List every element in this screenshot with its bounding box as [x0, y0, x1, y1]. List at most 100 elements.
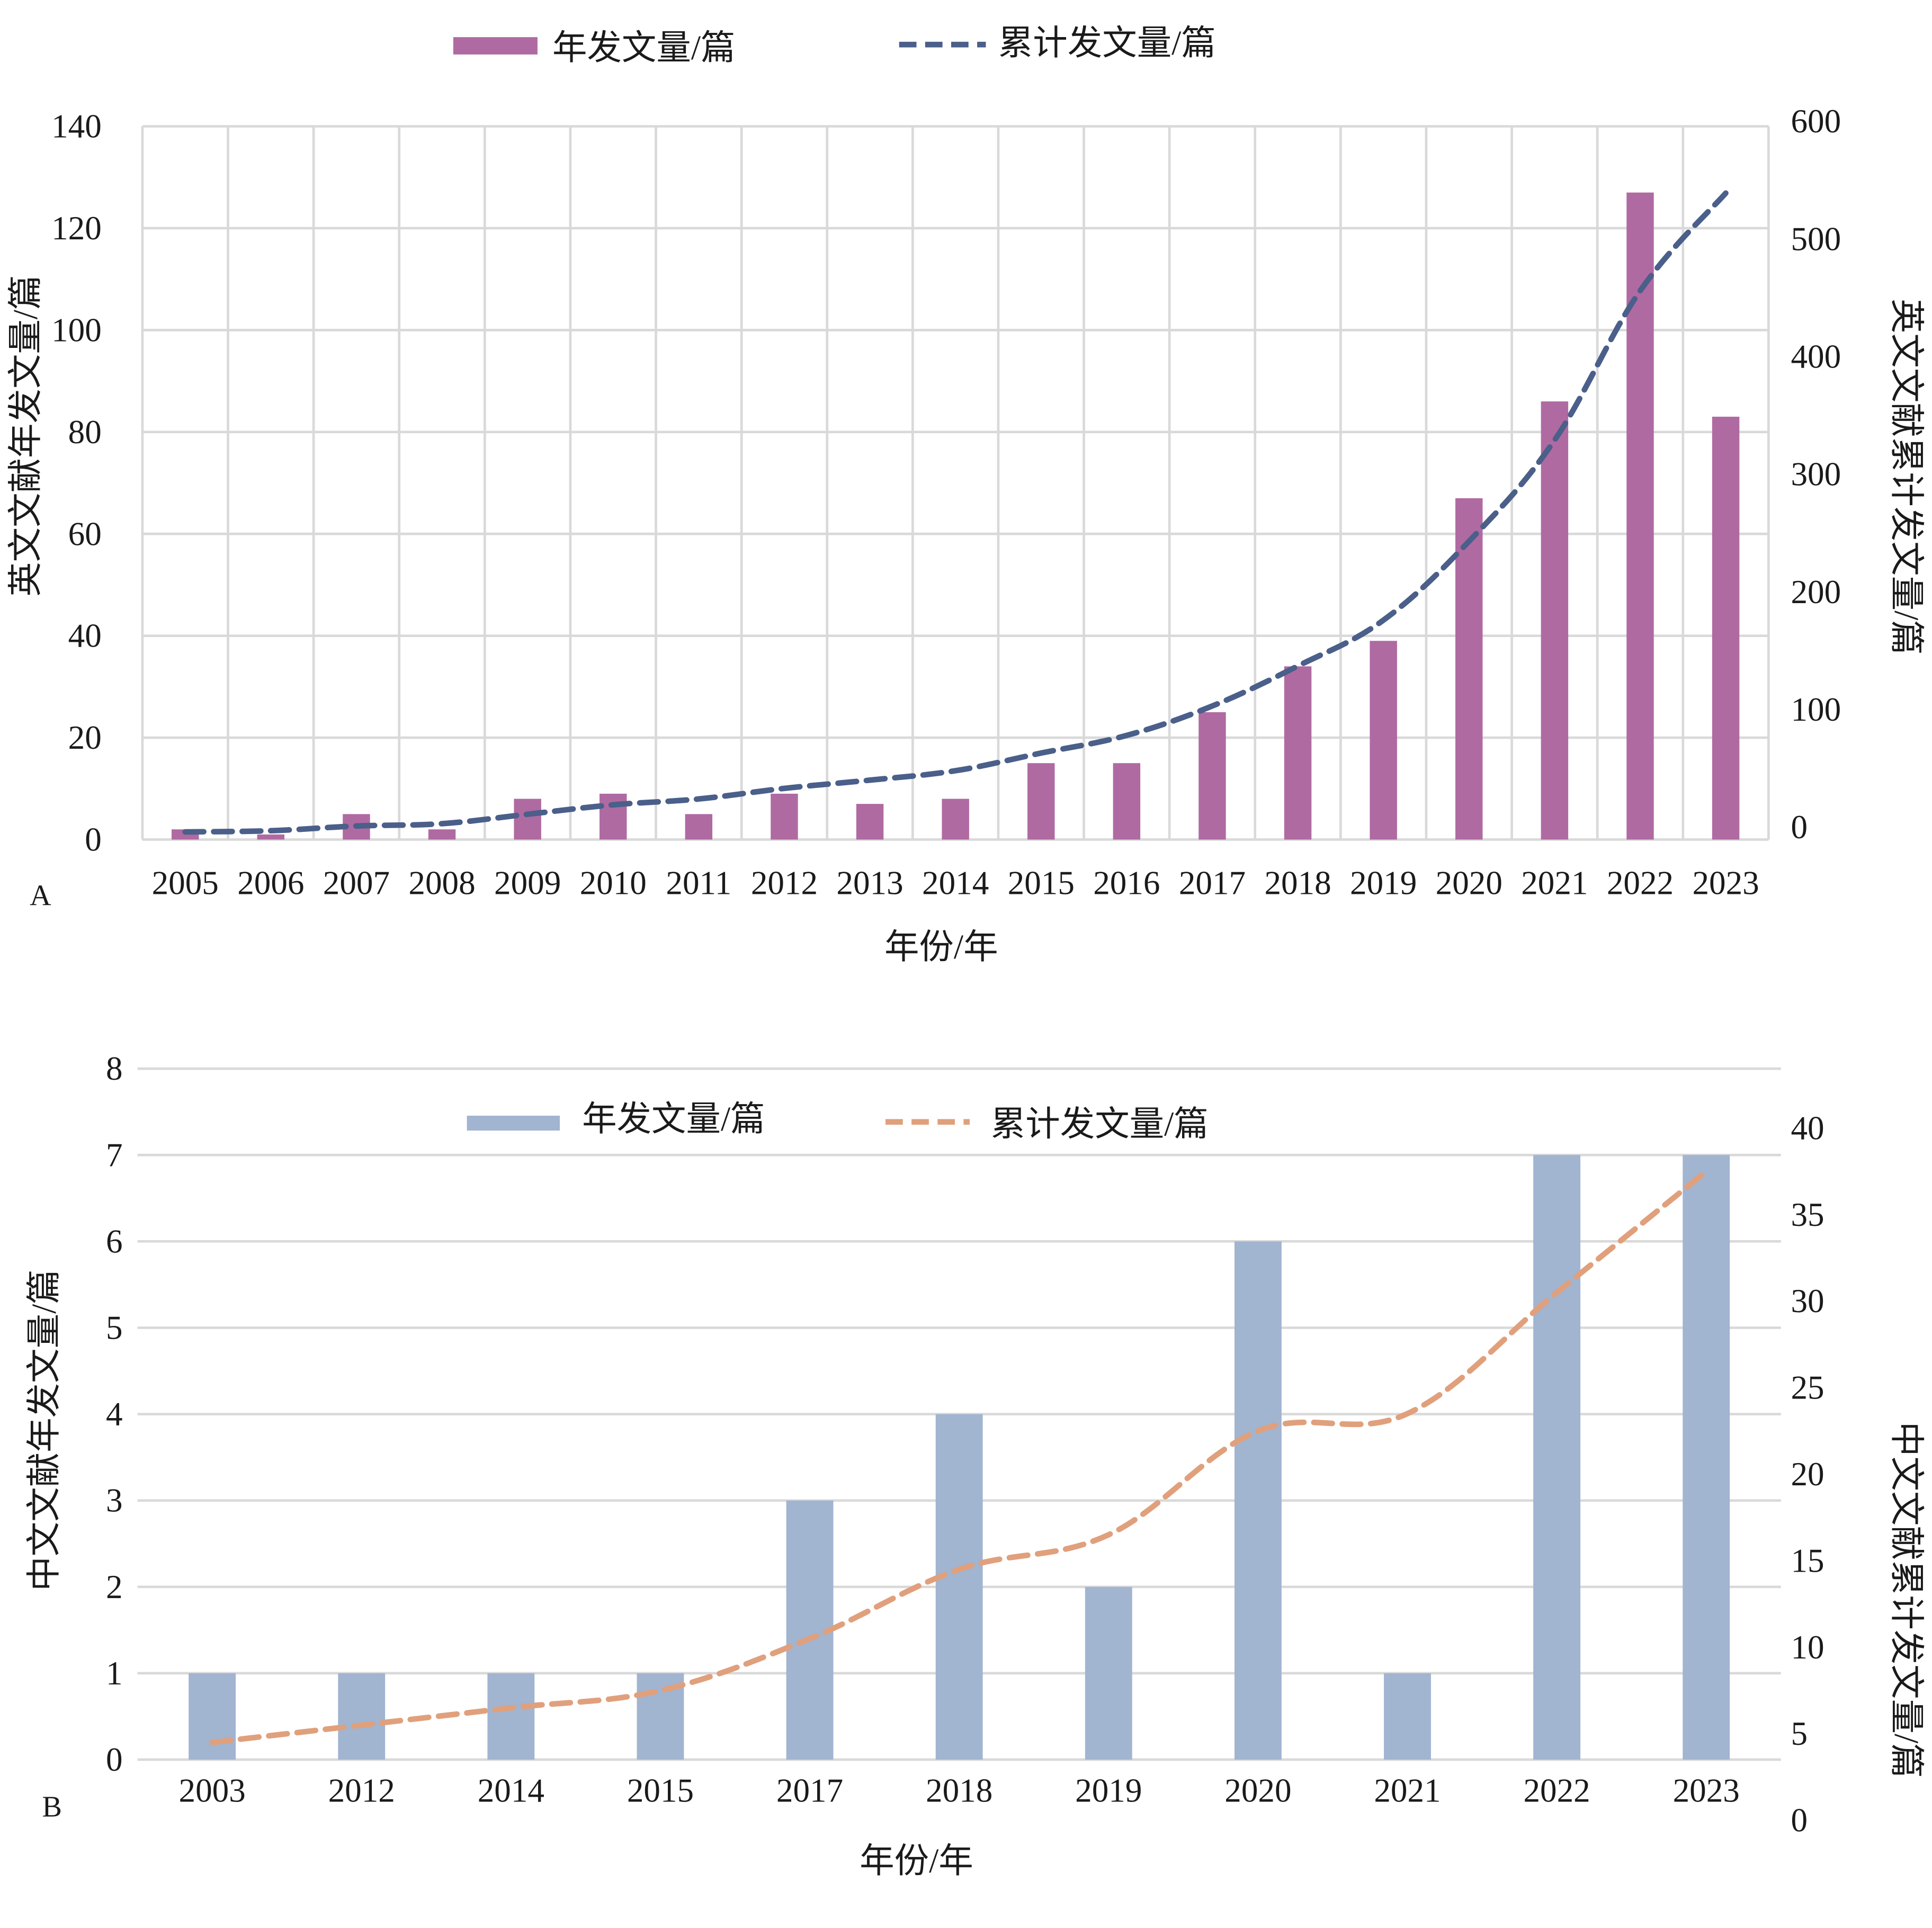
y-tick-left: 80: [68, 414, 102, 451]
y-axis-title-right: 中文文献累计发文量/篇: [1887, 1422, 1925, 1778]
x-tick-label: 2021: [1521, 864, 1588, 901]
x-tick-label: 2018: [926, 1772, 992, 1809]
x-tick-label: 2019: [1350, 864, 1417, 901]
y-tick-left: 4: [106, 1396, 123, 1433]
y-tick-right: 25: [1791, 1369, 1824, 1406]
bar: [1284, 666, 1312, 840]
y-tick-left: 100: [51, 311, 102, 348]
x-tick-label: 2011: [666, 864, 731, 901]
legend-bar-label: 年发文量/篇: [552, 29, 736, 67]
y-tick-left: 3: [106, 1482, 123, 1519]
bar: [257, 834, 285, 840]
x-tick-label: 2015: [1008, 864, 1075, 901]
x-tick-label: 2022: [1523, 1772, 1590, 1809]
bar: [428, 829, 456, 840]
bar: [685, 814, 713, 840]
y-tick-right: 30: [1791, 1283, 1824, 1320]
x-tick-label: 2017: [776, 1772, 843, 1809]
y-tick-right: 15: [1791, 1542, 1824, 1579]
bar: [1198, 712, 1226, 840]
x-tick-label: 2005: [152, 864, 219, 901]
y-tick-right: 0: [1791, 809, 1808, 846]
x-tick-label: 2010: [580, 864, 647, 901]
x-tick-label: 2008: [408, 864, 475, 901]
bar: [1234, 1241, 1282, 1760]
y-tick-left: 7: [106, 1136, 123, 1173]
bar: [1533, 1155, 1581, 1760]
x-tick-label: 2007: [323, 864, 390, 901]
y-tick-left: 5: [106, 1310, 123, 1347]
x-tick-label: 2023: [1673, 1772, 1740, 1809]
x-tick-label: 2022: [1607, 864, 1674, 901]
y-tick-left: 120: [51, 210, 102, 247]
x-tick-label: 2015: [627, 1772, 694, 1809]
bar: [856, 804, 884, 840]
legend-bar-swatch: [453, 37, 538, 55]
legend-line-label: 累计发文量/篇: [998, 24, 1216, 62]
bar: [1541, 401, 1569, 840]
y-tick-right: 500: [1791, 220, 1841, 257]
y-tick-right: 10: [1791, 1629, 1824, 1666]
y-tick-left: 0: [106, 1741, 123, 1778]
bar: [1712, 416, 1740, 840]
chart-b: 0 1 2 3 4 5 6 7 8 0 5 10 15 20 25 30 35 40 2003 2012 2014 201…: [25, 1050, 1925, 1880]
y-tick-right: 400: [1791, 338, 1841, 375]
x-tick-label: 2014: [922, 864, 989, 901]
chart-a: 0 20 40 60 80 100 120 140 0 100 200 300 400 500 600 200…: [7, 24, 1925, 966]
x-tick-label: 2021: [1374, 1772, 1441, 1809]
x-tick-label: 2020: [1436, 864, 1502, 901]
x-axis-title: 年份/年: [884, 928, 998, 966]
panel-label-a: A: [30, 879, 51, 912]
legend-line-label: 累计发文量/篇: [991, 1105, 1209, 1143]
x-tick-label: 2009: [494, 864, 561, 901]
y-tick-right: 40: [1791, 1109, 1824, 1146]
bar: [487, 1673, 535, 1760]
y-tick-right: 200: [1791, 573, 1841, 611]
bar: [1370, 641, 1397, 840]
legend-bar-label: 年发文量/篇: [582, 1100, 765, 1138]
y-tick-left: 20: [68, 719, 102, 756]
bar: [1085, 1586, 1132, 1760]
y-tick-left: 6: [106, 1223, 123, 1260]
bar: [338, 1673, 386, 1760]
bar: [1683, 1155, 1730, 1760]
y-tick-left: 60: [68, 515, 102, 552]
x-tick-label: 2013: [836, 864, 903, 901]
y-tick-left: 40: [68, 617, 102, 654]
y-tick-right: 300: [1791, 456, 1841, 493]
bar: [942, 799, 969, 840]
y-tick-left: 1: [106, 1655, 123, 1692]
cumulative-line: [209, 1168, 1709, 1745]
x-tick-label: 2014: [478, 1772, 544, 1809]
bar: [600, 793, 627, 840]
x-tick-label: 2020: [1224, 1772, 1291, 1809]
y-axis-title-right: 英文文献累计发文量/篇: [1887, 299, 1925, 655]
bar: [771, 793, 798, 840]
x-tick-label: 2006: [237, 864, 304, 901]
x-tick-label: 2017: [1179, 864, 1246, 901]
cumulative-line: [182, 190, 1729, 835]
x-tick-label: 2016: [1093, 864, 1160, 901]
y-tick-right: 5: [1791, 1715, 1808, 1752]
panel-label-b: B: [42, 1791, 62, 1824]
legend-bar-swatch: [467, 1115, 560, 1131]
x-tick-label: 2023: [1692, 864, 1759, 901]
x-tick-label: 2019: [1075, 1772, 1142, 1809]
y-axis-title-left: 中文文献年发文量/篇: [25, 1269, 64, 1591]
y-axis-title-left: 英文文献年发文量/篇: [7, 275, 45, 596]
bar: [1027, 763, 1055, 840]
bar: [1113, 763, 1141, 840]
bar: [1455, 498, 1483, 840]
bar: [935, 1414, 983, 1760]
y-tick-right: 0: [1791, 1802, 1808, 1839]
y-tick-left: 8: [106, 1050, 123, 1087]
y-tick-left: 2: [106, 1568, 123, 1606]
y-tick-right: 100: [1791, 691, 1841, 728]
bar: [189, 1673, 236, 1760]
y-tick-left: 0: [85, 821, 102, 858]
bar: [514, 799, 541, 840]
x-axis-title: 年份/年: [860, 1842, 973, 1880]
x-tick-label: 2012: [751, 864, 818, 901]
y-tick-left: 140: [51, 108, 102, 145]
